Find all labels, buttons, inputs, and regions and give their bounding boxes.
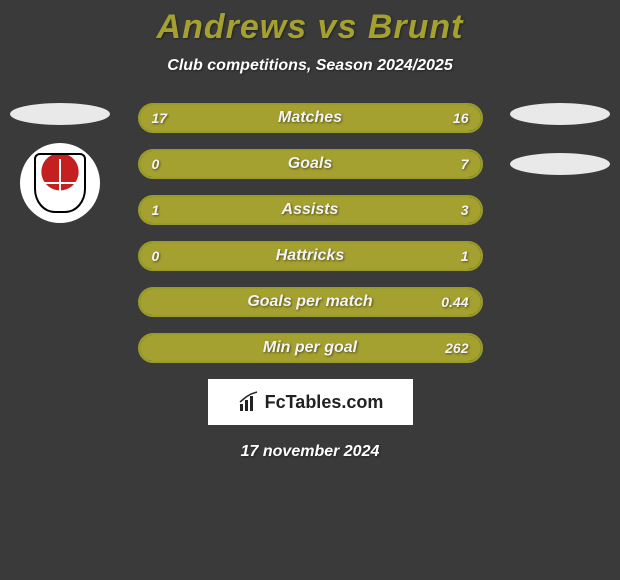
date-text: 17 november 2024 [0, 443, 620, 461]
stat-label: Assists [140, 197, 481, 223]
chart-area: 1716Matches 07Goals 13Assists 01Hattricks 0.… [0, 103, 620, 363]
stat-bar-goals: 07Goals [138, 149, 483, 179]
subtitle: Club competitions, Season 2024/2025 [0, 57, 620, 75]
right-player-badge [510, 103, 610, 175]
stat-bar-assists: 13Assists [138, 195, 483, 225]
stat-label: Matches [140, 105, 481, 131]
ellipse-shape [10, 103, 110, 125]
stat-bar-min-per-goal: 262Min per goal [138, 333, 483, 363]
stat-label: Goals [140, 151, 481, 177]
stat-label: Hattricks [140, 243, 481, 269]
brand-plate: FcTables.com [208, 379, 413, 425]
left-player-badge [10, 103, 110, 223]
fctables-logo-icon [237, 390, 261, 414]
stat-bar-hattricks: 01Hattricks [138, 241, 483, 271]
stat-label: Goals per match [140, 289, 481, 315]
stat-label: Min per goal [140, 335, 481, 361]
comparison-infographic: Andrews vs Brunt Club competitions, Seas… [0, 0, 620, 580]
stat-bar-goals-per-match: 0.44Goals per match [138, 287, 483, 317]
page-title: Andrews vs Brunt [0, 8, 620, 47]
club-crest-left [20, 143, 100, 223]
brand-text: FcTables.com [265, 392, 384, 413]
stat-bars: 1716Matches 07Goals 13Assists 01Hattricks 0.… [138, 103, 483, 363]
ellipse-shape [510, 153, 610, 175]
stat-bar-matches: 1716Matches [138, 103, 483, 133]
shield-icon [34, 153, 86, 213]
ellipse-shape [510, 103, 610, 125]
